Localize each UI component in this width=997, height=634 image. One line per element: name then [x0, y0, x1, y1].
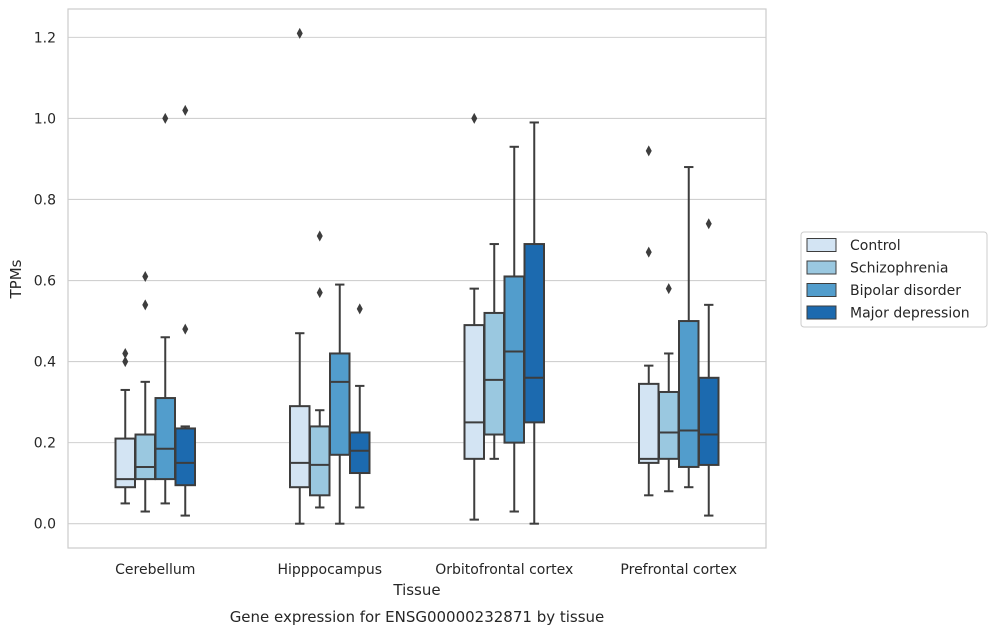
- outlier-marker: [665, 283, 672, 295]
- box-schizophrenia: [309, 230, 331, 509]
- box-schizophrenia: [658, 283, 680, 493]
- box-major-depression: [349, 303, 371, 509]
- x-tick-label: Orbitofrontal cortex: [435, 562, 573, 578]
- outlier-marker: [645, 246, 652, 258]
- box-major-depression: [698, 218, 720, 517]
- y-axis-label: TPMs: [7, 259, 25, 299]
- outlier-marker: [296, 27, 303, 39]
- box-body: [309, 425, 331, 497]
- outlier-marker: [142, 270, 149, 282]
- box-body: [483, 311, 505, 436]
- y-tick-label: 1.2: [34, 30, 56, 46]
- outlier-marker: [142, 299, 149, 311]
- outlier-marker: [122, 356, 129, 368]
- legend-swatch: [806, 305, 837, 320]
- legend-frame: [800, 231, 988, 328]
- box-body: [503, 275, 525, 444]
- outlier-marker: [316, 287, 323, 299]
- box-body: [523, 243, 545, 424]
- outlier-marker: [182, 104, 189, 116]
- legend-swatch: [806, 238, 837, 252]
- y-axis: 0.0 0.2 0.4 0.6 0.8 1.0 1.2: [34, 30, 56, 532]
- y-tick-label: 1.0: [34, 111, 56, 127]
- legend-label: Control: [850, 238, 901, 254]
- legend-swatch: [806, 260, 837, 275]
- x-tick-label: Cerebellum: [115, 562, 195, 578]
- outlier-marker: [122, 347, 129, 359]
- legend-label: Major depression: [850, 306, 970, 322]
- y-tick-label: 0.4: [34, 355, 56, 371]
- box-body: [154, 397, 176, 481]
- box-control: [463, 112, 485, 521]
- box-body: [463, 324, 485, 460]
- plot-frame: [67, 8, 767, 549]
- box-control: [289, 27, 311, 525]
- outlier-marker: [645, 145, 652, 157]
- x-tick-label: Prefrontal cortex: [620, 562, 737, 578]
- box-body: [329, 352, 351, 456]
- box-body: [289, 405, 311, 489]
- box-major-depression: [174, 104, 196, 517]
- outlier-marker: [316, 230, 323, 242]
- legend-label: Schizophrenia: [850, 261, 948, 277]
- box-body: [658, 390, 680, 460]
- x-tick-label: Hipppocampus: [277, 562, 382, 578]
- y-tick-label: 0.8: [34, 192, 56, 208]
- x-axis-label: Tissue: [392, 581, 440, 599]
- box-body: [638, 382, 660, 464]
- outlier-marker: [182, 323, 189, 335]
- outlier-marker: [705, 218, 712, 230]
- box-body: [349, 431, 371, 475]
- chart-caption: Gene expression for ENSG00000232871 by t…: [230, 608, 605, 626]
- box-bipolar-disorder: [503, 145, 525, 513]
- legend: Control Schizophrenia Bipolar disorder Majo…: [800, 231, 988, 328]
- box-bipolar-disorder: [329, 283, 351, 525]
- outlier-marker: [356, 303, 363, 315]
- legend-label: Bipolar disorder: [850, 283, 961, 299]
- legend-swatch: [806, 283, 837, 297]
- box-bipolar-disorder: [678, 166, 700, 489]
- box-body: [678, 320, 700, 468]
- y-tick-label: 0.2: [34, 436, 56, 452]
- boxes-layer: [114, 27, 720, 525]
- x-axis: Cerebellum Hipppocampus Orbitofrontal cort…: [115, 562, 737, 578]
- outlier-marker: [471, 112, 478, 124]
- box-body: [698, 376, 720, 466]
- box-body: [174, 427, 196, 487]
- y-tick-label: 0.6: [34, 274, 56, 290]
- box-control: [114, 347, 136, 505]
- y-tick-label: 0.0: [34, 517, 56, 533]
- box-major-depression: [523, 121, 545, 525]
- box-body: [134, 433, 156, 481]
- outlier-marker: [162, 112, 169, 124]
- box-control: [638, 145, 660, 497]
